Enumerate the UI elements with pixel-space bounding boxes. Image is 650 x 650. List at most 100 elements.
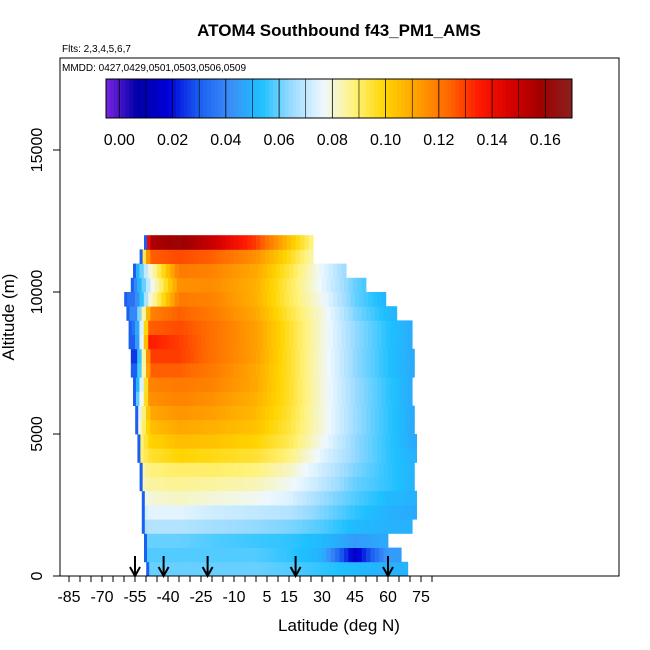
heatmap-cell [379,462,384,477]
heatmap-cell [324,292,329,307]
heatmap-cell [385,448,391,463]
heatmap-cell [212,249,217,264]
heatmap-cell [346,320,351,335]
heatmap-cell [174,320,180,335]
heatmap-cell [337,490,343,506]
colorbar-segment [401,79,406,118]
heatmap-cell [308,235,314,250]
heatmap-cell [256,405,261,421]
heatmap-cell [238,306,244,321]
colorbar-segment [210,79,216,118]
colorbar-segment [486,79,491,118]
heatmap-cell [267,505,272,520]
heatmap-cell [260,462,266,477]
heatmap-cell [407,490,413,506]
colorbar-segment [537,79,542,118]
heatmap-cell [306,505,312,520]
heatmap-cell [172,363,178,378]
colorbar-segment [389,79,394,118]
heatmap-cell [344,405,349,421]
heatmap-cell [242,547,248,563]
heatmap-cell [262,448,268,463]
heatmap-cell [185,547,191,563]
heatmap-cell [229,306,235,321]
heatmap-cell [280,505,285,520]
colorbar-segment [234,79,239,118]
heatmap-cell [163,249,169,264]
heatmap-cell [256,419,261,435]
colorbar-segment [311,79,317,118]
heatmap-cell [346,448,351,463]
heatmap-cell [216,277,222,293]
heatmap-cell [291,235,296,250]
heatmap-cell [139,320,145,335]
heatmap-cell [141,277,147,293]
heatmap-cell [297,434,303,449]
heatmap-cell [172,348,178,364]
heatmap-cell [205,292,211,307]
heatmap-cell [258,434,263,449]
heatmap-cell [339,419,345,435]
heatmap-cell [326,306,332,321]
heatmap-cell [295,462,301,477]
heatmap-cell [341,377,347,392]
heatmap-cell [289,505,294,520]
heatmap-cell [330,363,336,378]
colorbar-segment [397,79,402,118]
heatmap-cell [165,377,171,392]
heatmap-cell [192,292,197,307]
heatmap-cell [262,561,268,577]
heatmap-cell [181,348,186,364]
x-tick-label: 15 [280,589,298,606]
heatmap-cell [412,505,417,520]
colorbar-segment [144,79,150,118]
heatmap-cell [135,377,140,392]
heatmap-cell [240,519,246,534]
heatmap-cell [201,292,206,307]
heatmap-cell [218,334,224,350]
heatmap-cell [341,434,347,449]
heatmap-cell [330,533,336,548]
heatmap-cell [308,363,314,378]
heatmap-cell [361,533,367,548]
heatmap-cell [295,419,301,435]
heatmap-cell [326,405,332,421]
heatmap-cell [317,306,323,321]
heatmap-cell [242,419,248,435]
heatmap-cell [165,320,171,335]
heatmap-cell [128,306,134,321]
heatmap-cell [275,391,281,406]
heatmap-cell [172,277,178,293]
heatmap-cell [141,462,147,477]
heatmap-cell [253,391,259,406]
heatmap-cell [209,292,215,307]
heatmap-cell [223,292,228,307]
heatmap-edge-cell [135,405,139,421]
heatmap-cell [295,348,301,364]
heatmap-cell [157,263,162,279]
heatmap-cell [198,405,204,421]
heatmap-cell [381,391,387,406]
heatmap-cell [392,363,398,378]
colorbar-segment [560,79,565,118]
heatmap-cell [311,292,316,307]
heatmap-cell [220,547,226,563]
heatmap-cell [313,306,318,321]
colorbar-segment [377,79,383,118]
heatmap-cell [236,263,241,279]
heatmap-cell [317,547,323,563]
heatmap-cell [396,405,402,421]
heatmap-cell [203,547,208,563]
heatmap-cell [146,363,151,378]
heatmap-cell [251,306,257,321]
heatmap-cell [148,292,153,307]
heatmap-cell [225,462,230,477]
heatmap-cell [236,320,241,335]
heatmap-cell [377,505,382,520]
heatmap-cell [194,547,200,563]
heatmap-cell [368,292,373,307]
heatmap-cell [374,476,380,492]
colorbar-segment [474,79,480,118]
heatmap-cell [218,505,224,520]
heatmap-cell [163,533,169,548]
